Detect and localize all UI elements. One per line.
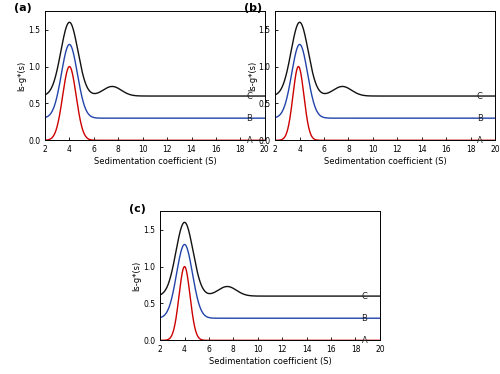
Text: B: B (476, 114, 482, 123)
Text: B: B (246, 114, 252, 123)
Text: (c): (c) (130, 203, 146, 214)
Text: A: A (246, 136, 252, 145)
Text: (a): (a) (14, 3, 32, 13)
X-axis label: Sedimentation coefficient (S): Sedimentation coefficient (S) (324, 157, 446, 166)
Text: A: A (476, 136, 482, 145)
Y-axis label: ls-g*(s): ls-g*(s) (132, 261, 141, 291)
X-axis label: Sedimentation coefficient (S): Sedimentation coefficient (S) (208, 357, 332, 366)
Text: C: C (362, 292, 368, 301)
Text: (b): (b) (244, 3, 262, 13)
Y-axis label: ls-g*(s): ls-g*(s) (18, 61, 26, 91)
Text: C: C (246, 92, 252, 101)
Y-axis label: ls-g*(s): ls-g*(s) (248, 61, 257, 91)
X-axis label: Sedimentation coefficient (S): Sedimentation coefficient (S) (94, 157, 216, 166)
Text: C: C (476, 92, 482, 101)
Text: A: A (362, 336, 368, 345)
Text: B: B (362, 314, 368, 323)
